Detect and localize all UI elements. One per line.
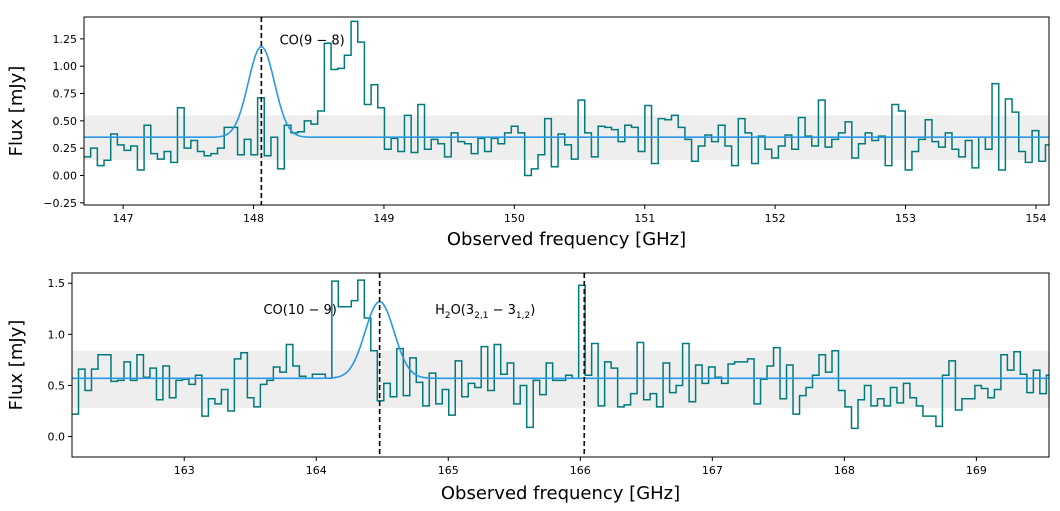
x-tick-label: 150 — [504, 212, 525, 225]
x-tick-label: 168 — [834, 464, 855, 477]
x-tick-label: 164 — [306, 464, 327, 477]
co-9-8-spectrum-panel: CO(9 − 8) 147 148 149 150 151 152 153 154 −0.25 0.… — [6, 16, 1050, 250]
y-axis-label: Flux [mJy] — [6, 66, 27, 157]
y-axis-label: Flux [mJy] — [6, 320, 27, 411]
y-tick-label: 0.25 — [53, 142, 78, 155]
line-annotation: CO(10 − 9) — [263, 303, 336, 318]
y-tick-label: 0.75 — [53, 88, 78, 101]
x-tick-label: 151 — [634, 212, 655, 225]
spectrum-step-line — [72, 279, 1049, 430]
y-tick-label: 1.25 — [53, 33, 78, 46]
y-tick-label: 1.5 — [48, 277, 66, 290]
y-tick-label: 1.0 — [48, 328, 66, 341]
noise-band — [72, 350, 1049, 408]
x-tick-label: 152 — [765, 212, 786, 225]
y-tick-label: 0.0 — [48, 431, 66, 444]
x-tick-label: 165 — [438, 464, 459, 477]
x-axis-label: Observed frequency [GHz] — [447, 229, 686, 250]
y-tick-label: 1.00 — [53, 60, 78, 73]
gaussian-fit-line — [84, 46, 1049, 139]
x-tick-label: 169 — [966, 464, 987, 477]
x-tick-label: 148 — [243, 212, 264, 225]
y-tick-label: 0.50 — [53, 115, 78, 128]
x-tick-label: 167 — [702, 464, 723, 477]
x-tick-label: 149 — [373, 212, 394, 225]
x-tick-label: 153 — [895, 212, 916, 225]
x-tick-label: 147 — [113, 212, 134, 225]
line-annotation: H2O(32,1 − 31,2) — [435, 303, 535, 321]
axes-frame — [83, 16, 1050, 206]
gaussian-fit-line — [72, 300, 1049, 380]
y-tick-label: 0.5 — [48, 379, 66, 392]
x-tick-label: 154 — [1025, 212, 1046, 225]
spectrum-step-line — [84, 20, 1049, 177]
y-tick-label: −0.25 — [43, 197, 77, 210]
line-annotation: CO(9 − 8) — [280, 33, 345, 48]
axes-frame — [71, 272, 1050, 458]
plot-area — [72, 273, 1049, 457]
x-axis-label: Observed frequency [GHz] — [441, 483, 680, 504]
co-10-9-spectrum-panel: CO(10 − 9) H2O(32,1 − 31,2) 163 164 165 166 16… — [6, 272, 1050, 504]
x-tick-label: 163 — [174, 464, 195, 477]
x-tick-label: 166 — [570, 464, 591, 477]
plot-area — [84, 17, 1049, 205]
y-tick-label: 0.00 — [53, 169, 78, 182]
